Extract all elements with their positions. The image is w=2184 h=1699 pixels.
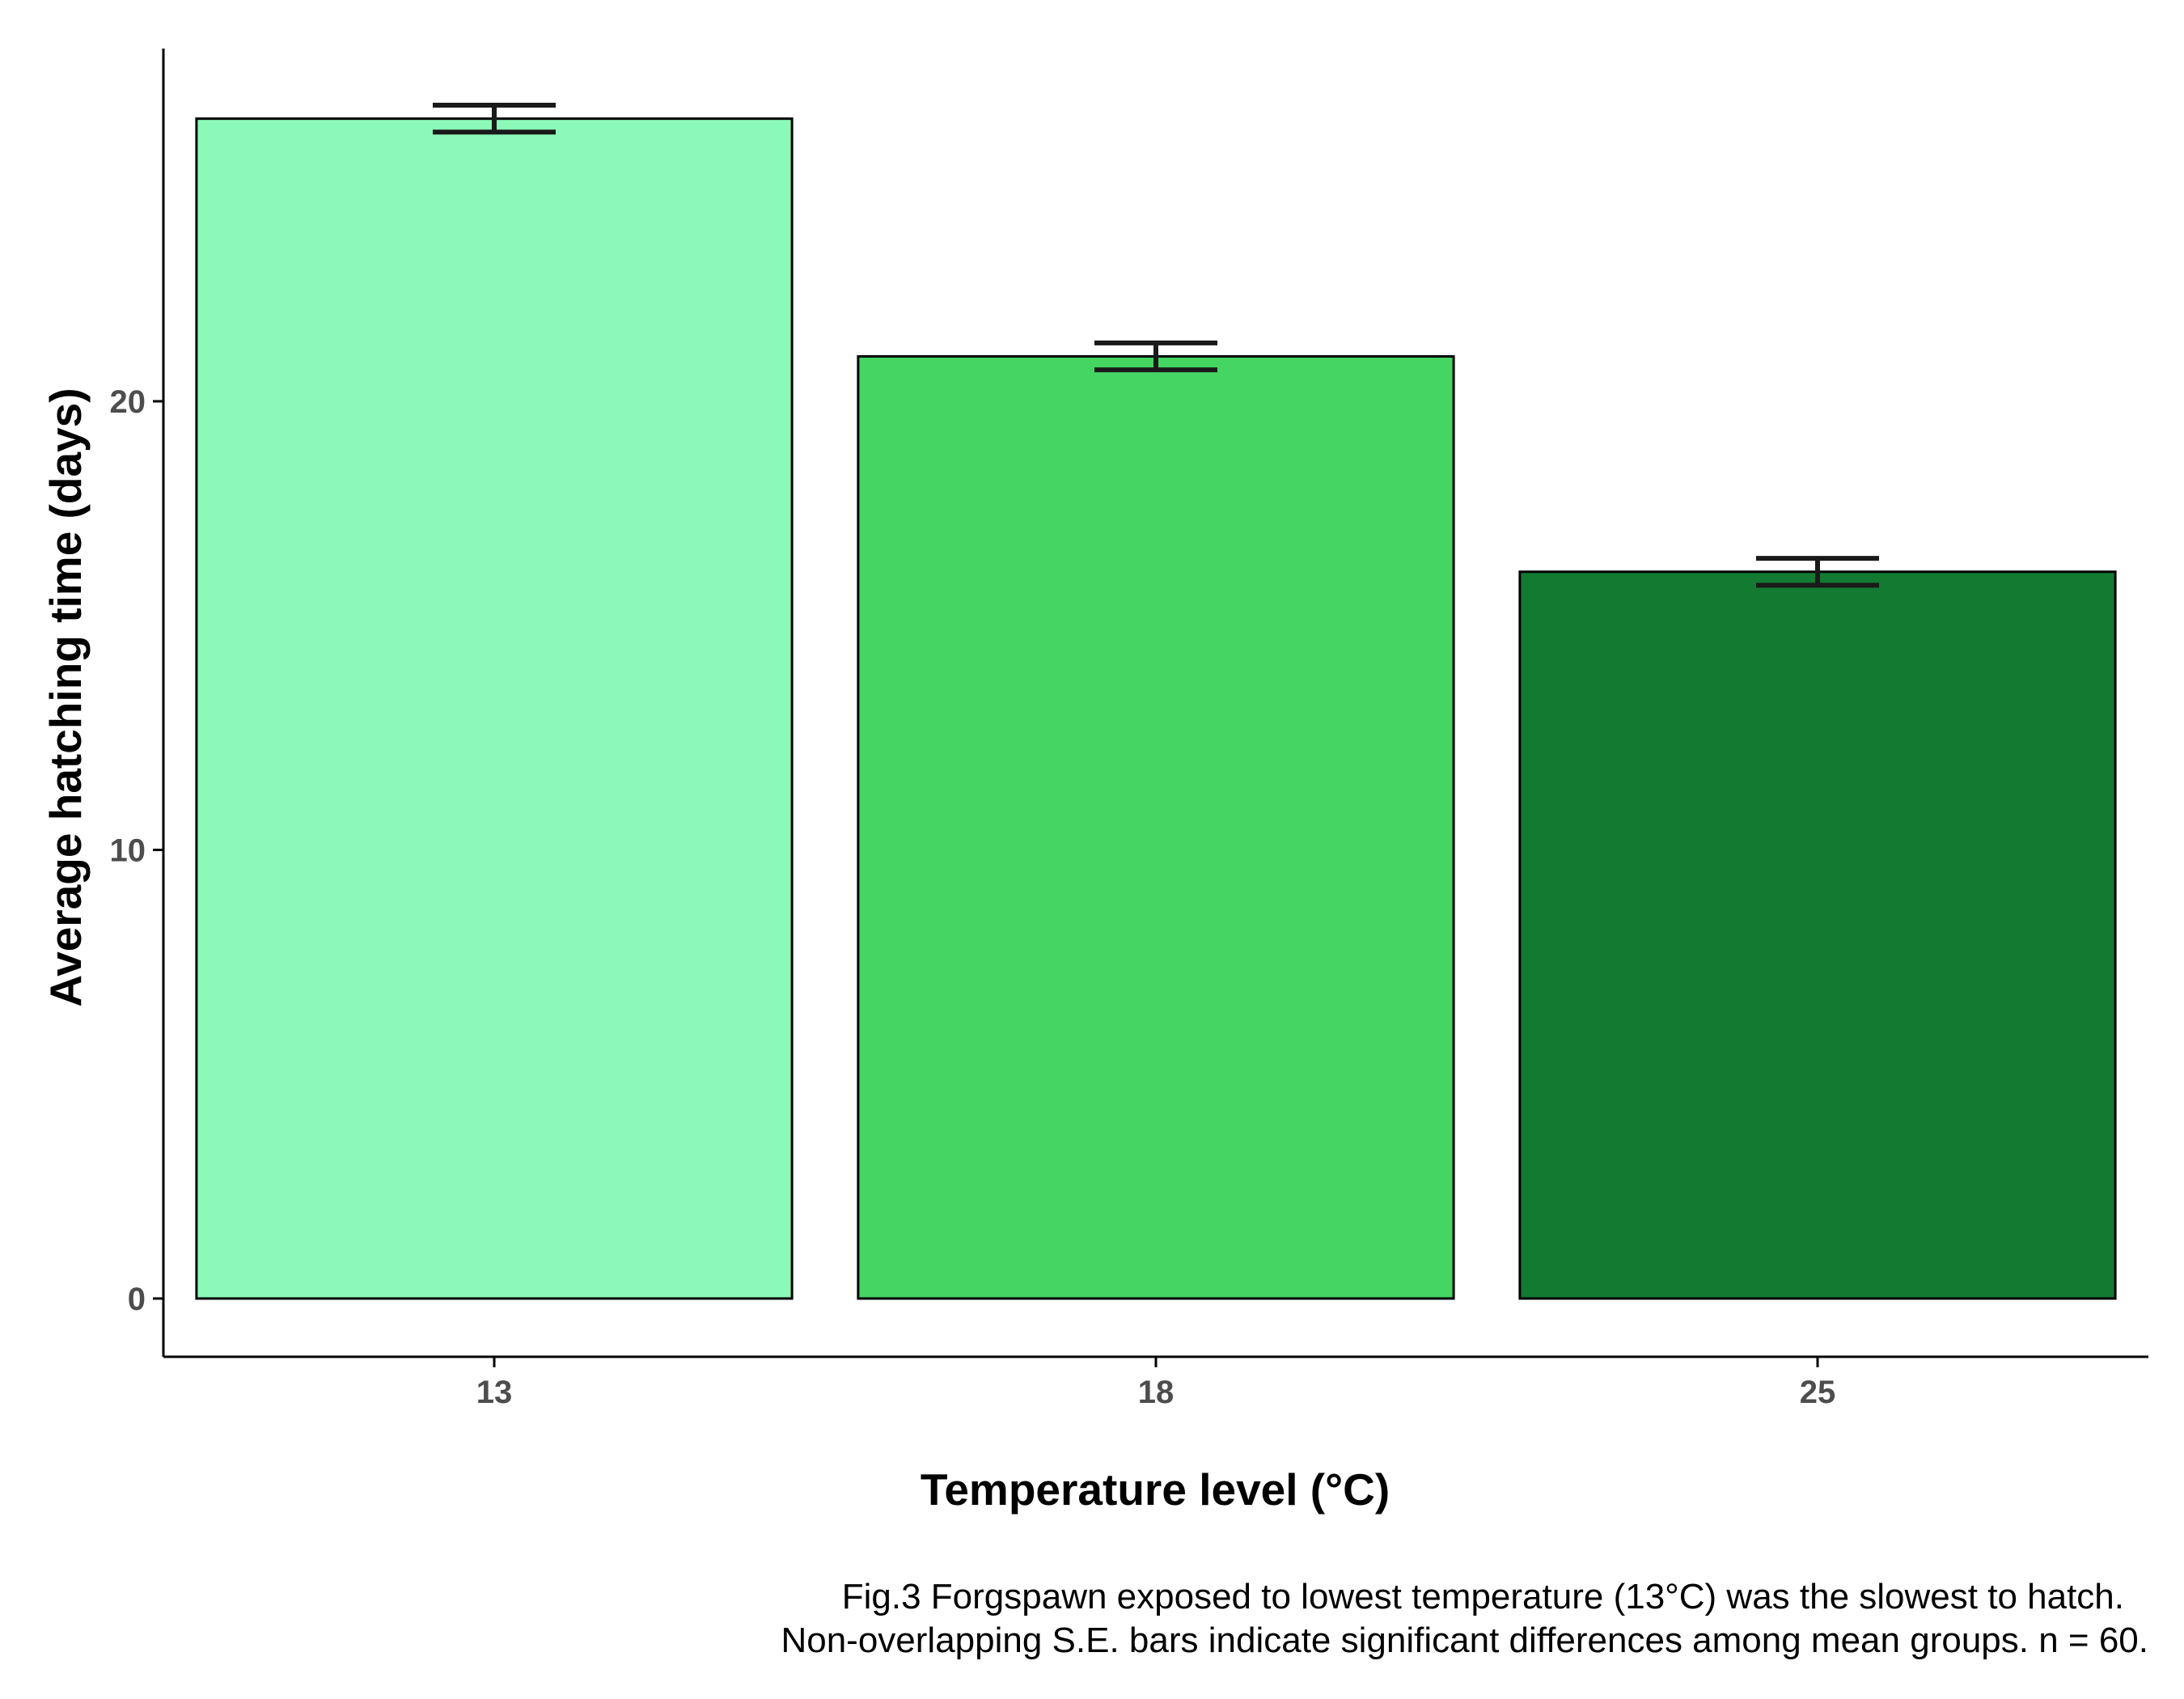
caption-line-2: Non-overlapping S.E. bars indicate signi… xyxy=(781,1621,2148,1660)
error-bar-25 xyxy=(1756,556,1879,588)
y-tick-label-10: 10 xyxy=(110,833,146,869)
x-tick-label-25: 25 xyxy=(1800,1375,1836,1410)
y-axis-title: Average hatching time (days) xyxy=(40,388,91,1006)
x-axis-title: Temperature level (°C) xyxy=(921,1464,1390,1515)
x-tick-label-13: 13 xyxy=(476,1375,513,1410)
bar-18 xyxy=(857,355,1455,1300)
x-tick-label-18: 18 xyxy=(1138,1375,1175,1410)
y-axis-ticks: 0 10 20 xyxy=(110,384,163,1317)
x-axis-ticks: 13 18 25 xyxy=(476,1357,1836,1410)
y-tick-label-0: 0 xyxy=(128,1282,146,1317)
plot-area xyxy=(195,103,2117,1300)
error-bar-13 xyxy=(433,103,556,135)
bar-13 xyxy=(195,117,794,1300)
caption-line-1: Fig.3 Forgspawn exposed to lowest temper… xyxy=(842,1577,2124,1616)
bar-25 xyxy=(1518,570,2117,1300)
y-tick-label-20: 20 xyxy=(110,384,146,420)
error-bar-18 xyxy=(1094,340,1217,373)
